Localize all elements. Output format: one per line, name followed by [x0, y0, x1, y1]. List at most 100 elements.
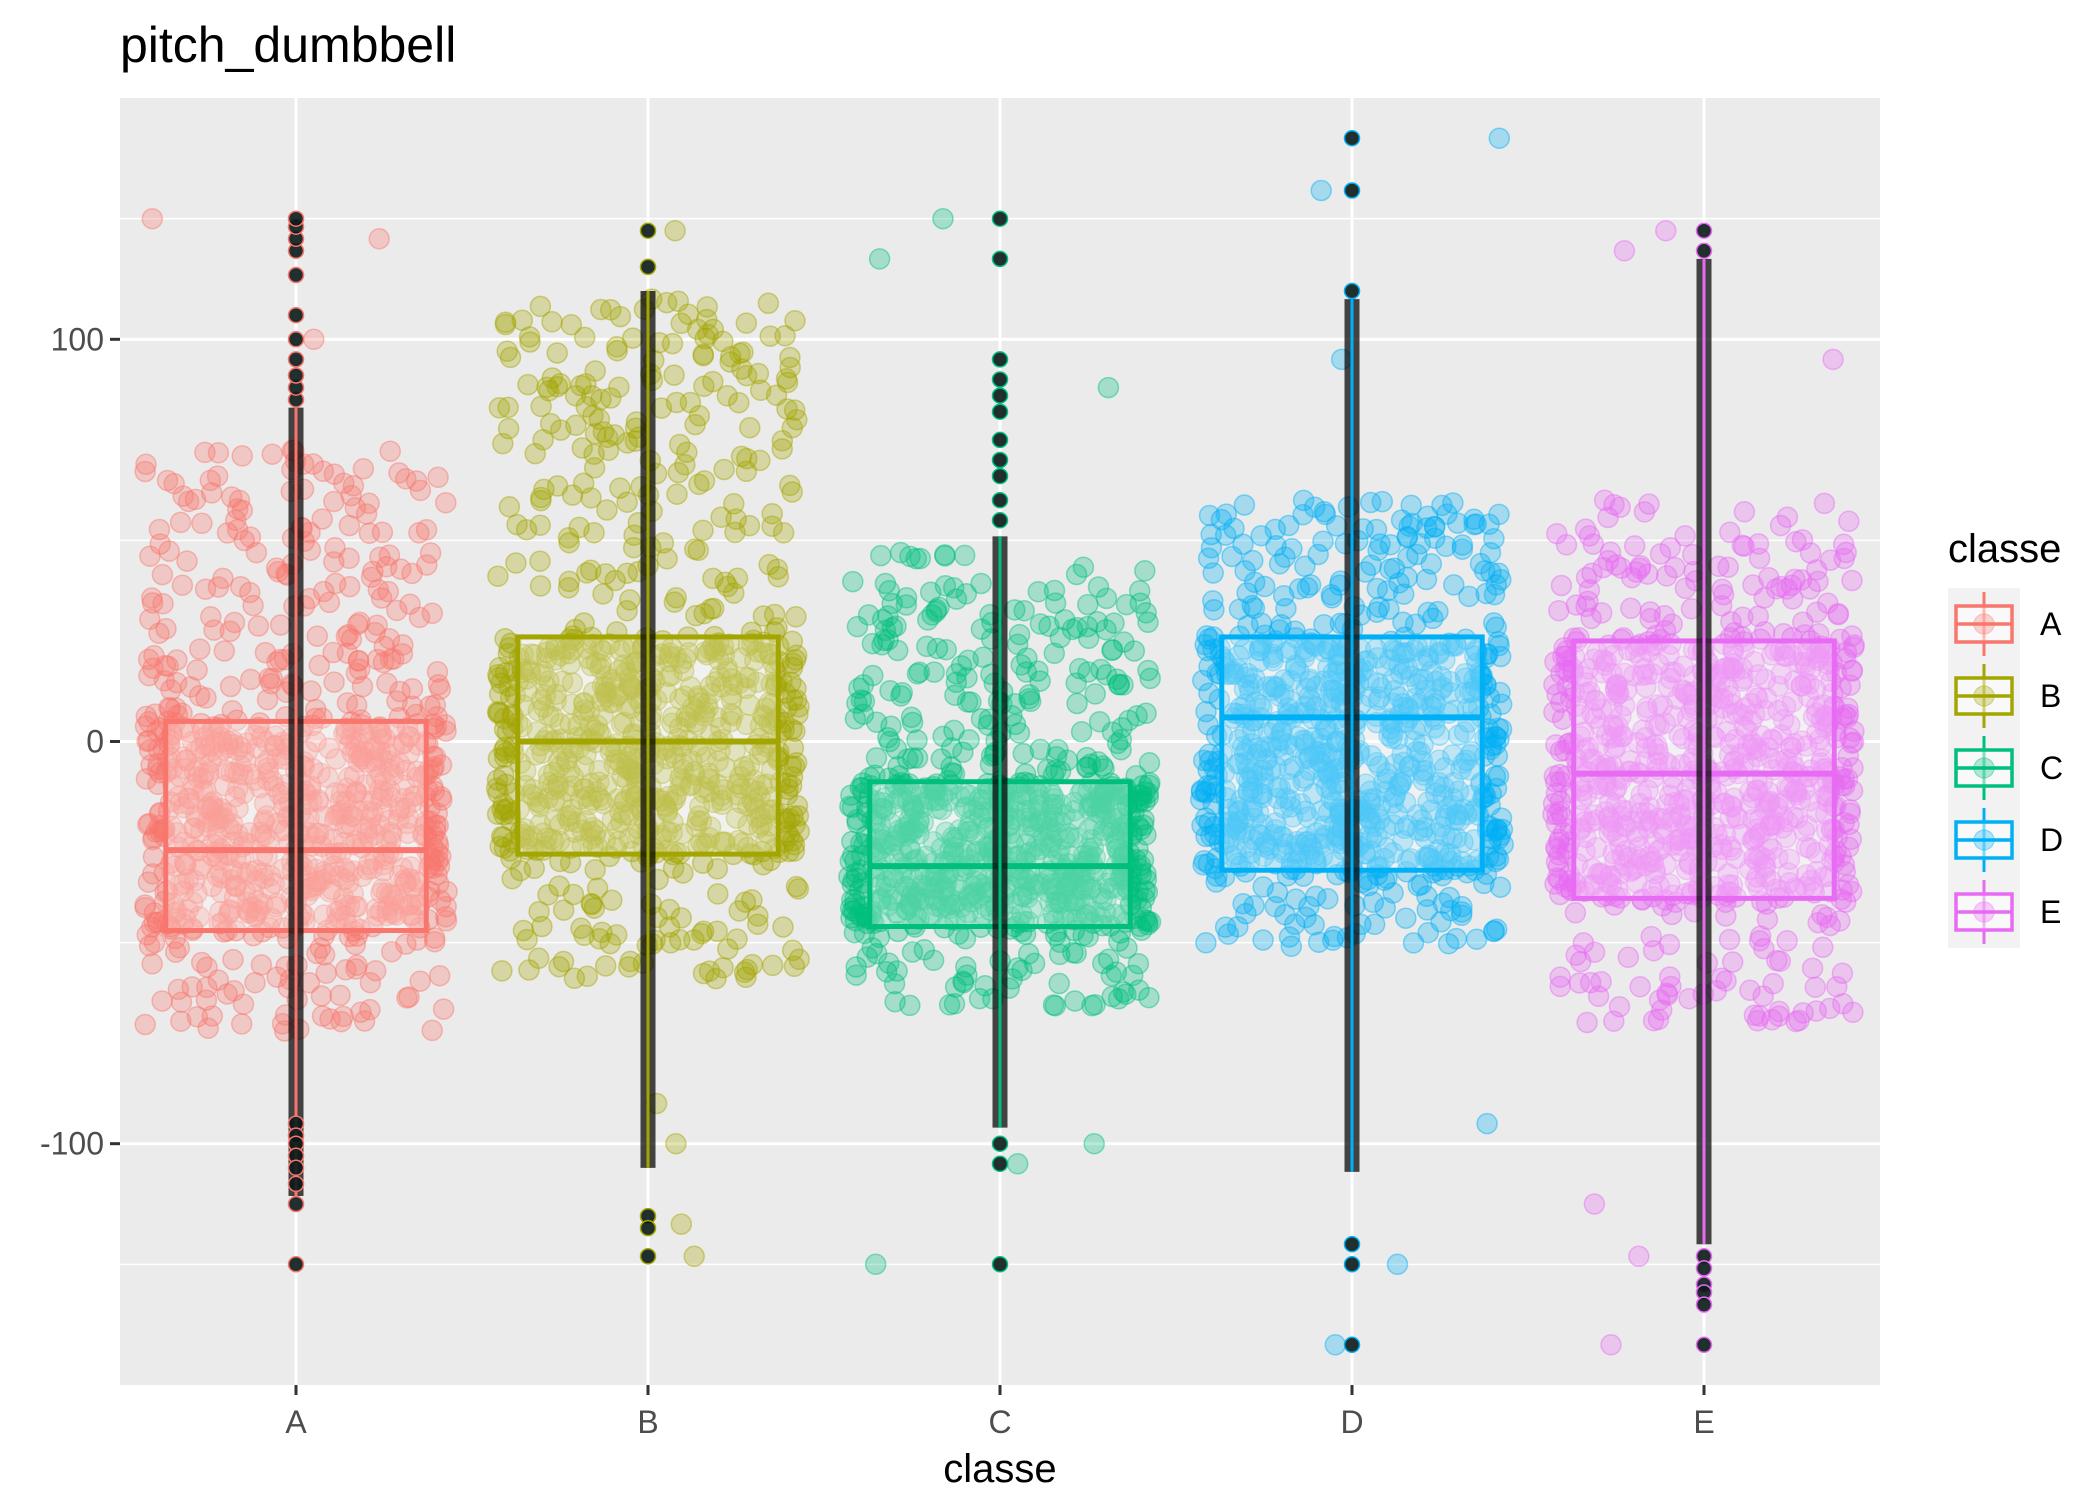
jitter-point	[369, 740, 391, 762]
jitter-point	[683, 929, 705, 951]
jitter-point	[358, 522, 381, 544]
jitter-point	[209, 861, 232, 883]
jitter-point	[573, 924, 595, 947]
jitter-point	[490, 672, 512, 694]
jitter-point	[345, 694, 368, 716]
outlier-point	[1343, 1336, 1361, 1354]
jitter-point	[168, 937, 191, 959]
jitter-point	[1064, 990, 1086, 1012]
jitter-point	[676, 441, 698, 464]
jitter-point	[220, 900, 242, 922]
jitter-point	[206, 465, 229, 487]
jitter-point	[156, 469, 179, 492]
jitter-point	[371, 800, 394, 822]
jitter-point	[134, 715, 157, 738]
jitter-point	[310, 985, 333, 1007]
jitter-point	[409, 970, 431, 992]
jitter-point	[546, 342, 568, 364]
jitter-point	[191, 512, 213, 535]
jitter-point	[307, 788, 329, 811]
jitter-point	[216, 802, 238, 824]
jitter-point	[329, 984, 351, 1007]
jitter-point	[315, 962, 337, 984]
jitter-point	[300, 680, 322, 702]
jitter-point	[1822, 348, 1844, 371]
jitter-point	[207, 745, 229, 767]
jitter-point	[341, 742, 364, 764]
jitter-point	[779, 474, 801, 497]
jitter-point	[189, 638, 211, 660]
jitter-point	[878, 952, 900, 974]
jitter-point	[517, 373, 539, 396]
jitter-point	[492, 432, 514, 455]
jitter-point	[497, 396, 519, 419]
outlier-point	[287, 1195, 305, 1213]
jitter-point	[865, 711, 888, 734]
jitter-point	[1013, 599, 1035, 622]
jitter-point	[402, 876, 424, 898]
jitter-point	[592, 583, 614, 605]
jitter-point	[667, 461, 690, 484]
jitter-point	[217, 816, 240, 839]
jitter-point	[401, 904, 424, 927]
jitter-point	[616, 600, 638, 622]
jitter-point	[392, 634, 414, 656]
jitter-point	[141, 863, 164, 885]
jitter-point	[1812, 936, 1834, 959]
jitter-point	[378, 758, 401, 781]
jitter-point	[337, 872, 360, 894]
jitter-point	[666, 483, 688, 505]
jitter-point	[1678, 987, 1700, 1010]
jitter-point	[429, 678, 452, 700]
jitter-point	[1769, 514, 1792, 537]
jitter-point	[141, 592, 164, 614]
jitter-point	[196, 976, 218, 999]
jitter-point	[1066, 692, 1088, 715]
jitter-point	[253, 809, 275, 832]
jitter-point	[164, 941, 187, 963]
jitter-point	[958, 729, 980, 751]
jitter-point	[766, 558, 789, 580]
jitter-point	[382, 648, 405, 670]
y-tick-label: 0	[86, 724, 104, 760]
jitter-point	[512, 919, 535, 942]
jitter-point	[677, 303, 700, 326]
jitter-point	[492, 826, 515, 849]
jitter-point	[1023, 952, 1046, 975]
jitter-point	[239, 581, 261, 604]
jitter-point	[241, 896, 264, 919]
jitter-point	[135, 768, 158, 790]
jitter-point	[1833, 547, 1856, 570]
jitter-point	[201, 1005, 224, 1027]
jitter-point	[1095, 618, 1117, 641]
jitter-point	[385, 904, 408, 926]
jitter-point	[868, 248, 891, 270]
jitter-point	[728, 391, 750, 414]
outlier-point	[287, 1159, 305, 1177]
jitter-point	[783, 833, 806, 856]
jitter-point	[1087, 576, 1110, 598]
jitter-point	[222, 813, 244, 835]
jitter-point	[244, 905, 267, 928]
jitter-point	[176, 550, 198, 572]
jitter-point	[178, 787, 201, 810]
jitter-point	[206, 823, 229, 846]
x-tick-label: B	[637, 1404, 658, 1440]
jitter-point	[1054, 609, 1076, 631]
jitter-point	[428, 964, 451, 987]
jitter-point	[194, 578, 217, 600]
jitter-point	[1748, 930, 1771, 952]
jitter-point	[1202, 590, 1224, 612]
jitter-point	[159, 697, 181, 720]
jitter-point	[168, 765, 191, 788]
jitter-point	[188, 906, 210, 928]
jitter-point	[184, 488, 207, 511]
jitter-point	[1365, 518, 1388, 541]
jitter-point	[785, 606, 807, 628]
jitter-point	[1250, 524, 1272, 547]
jitter-point	[1791, 529, 1814, 551]
jitter-point	[220, 486, 243, 508]
jitter-point	[436, 880, 458, 903]
outlier-point	[287, 367, 305, 384]
